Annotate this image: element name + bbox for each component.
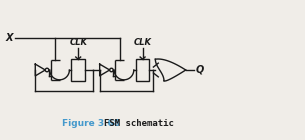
Text: CLK: CLK xyxy=(69,38,87,47)
Text: Q: Q xyxy=(196,65,204,75)
Bar xyxy=(71,59,85,81)
Text: FSM schematic: FSM schematic xyxy=(104,119,174,128)
Text: Figure 3.68: Figure 3.68 xyxy=(62,119,120,128)
Text: X: X xyxy=(5,33,13,43)
Text: CLK: CLK xyxy=(134,38,152,47)
Bar xyxy=(136,59,149,81)
